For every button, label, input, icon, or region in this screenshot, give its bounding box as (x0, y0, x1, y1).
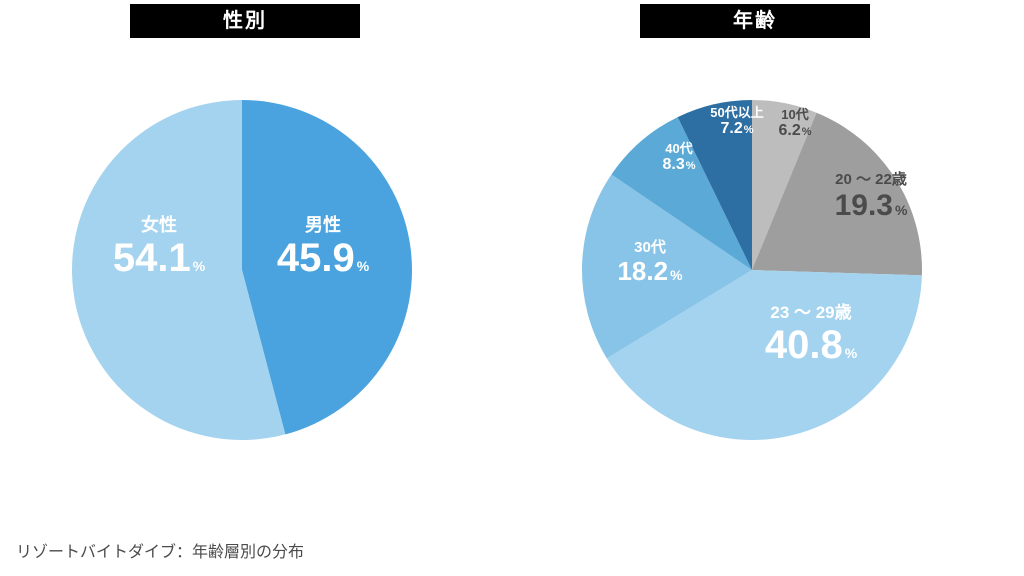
age-pie: 10代 6.2% 20 〜 22歳 19.3% 23 〜 29歳 40.8% 3… (582, 100, 922, 440)
age-slice-50-unit: % (744, 124, 754, 136)
age-slice-20-22-unit: % (895, 202, 907, 218)
gender-slice-male-value: 45.9 (277, 236, 355, 280)
age-slice-23-29-name: 23 〜 29歳 (726, 304, 896, 322)
age-slice-23-29-label: 23 〜 29歳 40.8% (726, 304, 896, 366)
age-slice-40-value: 8.3 (662, 156, 684, 173)
age-slice-50-name: 50代以上 (698, 106, 776, 120)
caption: リゾートバイトダイブ：年齢層別の分布 (16, 538, 304, 562)
gender-slice-male-name: 男性 (258, 216, 388, 235)
age-slice-40-label: 40代 8.3% (644, 142, 714, 173)
gender-slice-female-unit: % (193, 258, 205, 274)
age-slice-30-value: 18.2 (617, 256, 668, 286)
age-slice-20-22-value: 19.3 (835, 189, 893, 222)
age-slice-40-name: 40代 (644, 142, 714, 156)
age-slice-10-value: 6.2 (778, 122, 800, 139)
gender-slice-female-value: 54.1 (113, 236, 191, 280)
age-slice-50-label: 50代以上 7.2% (698, 106, 776, 137)
age-title: 年齢 (733, 10, 777, 32)
age-slice-30-unit: % (670, 267, 682, 283)
age-slice-10-unit: % (802, 126, 812, 138)
age-slice-23-29-value: 40.8 (765, 323, 843, 367)
age-slice-30-name: 30代 (600, 240, 700, 256)
age-slice-30-label: 30代 18.2% (600, 240, 700, 285)
gender-slice-male-label: 男性 45.9% (258, 216, 388, 279)
page: 性別 年齢 男性 45.9% 女性 54.1% 10代 6.2% 20 〜 22… (0, 0, 1024, 576)
age-slice-23-29-unit: % (845, 345, 857, 361)
age-slice-20-22-name: 20 〜 22歳 (816, 172, 926, 188)
age-slice-20-22-label: 20 〜 22歳 19.3% (816, 172, 926, 221)
gender-title: 性別 (223, 10, 267, 32)
gender-slice-female-label: 女性 54.1% (94, 216, 224, 279)
gender-slice-female-name: 女性 (94, 216, 224, 235)
gender-pie: 男性 45.9% 女性 54.1% (72, 100, 412, 440)
gender-title-band: 性別 (130, 4, 360, 38)
age-title-band: 年齢 (640, 4, 870, 38)
age-slice-50-value: 7.2 (720, 120, 742, 137)
gender-slice-male-unit: % (357, 258, 369, 274)
age-slice-40-unit: % (686, 160, 696, 172)
